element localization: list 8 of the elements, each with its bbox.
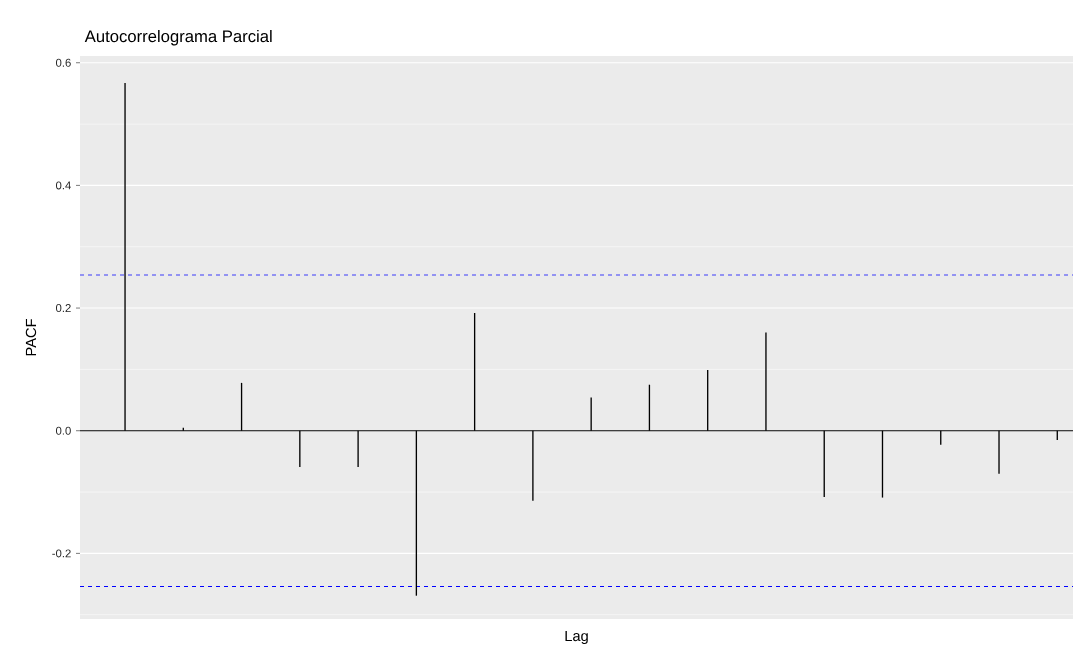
y-tick-label: -0.2: [52, 549, 71, 558]
chart-title: Autocorrelograma Parcial: [84, 29, 272, 46]
y-tick-label: 0.0: [55, 426, 71, 435]
x-axis-title: Lag: [565, 630, 588, 645]
y-tick-label: 0.6: [55, 58, 71, 67]
y-tick-label: 0.4: [55, 181, 71, 190]
y-tick-label: 0.2: [55, 304, 71, 313]
y-axis-title: PACF: [25, 319, 37, 356]
